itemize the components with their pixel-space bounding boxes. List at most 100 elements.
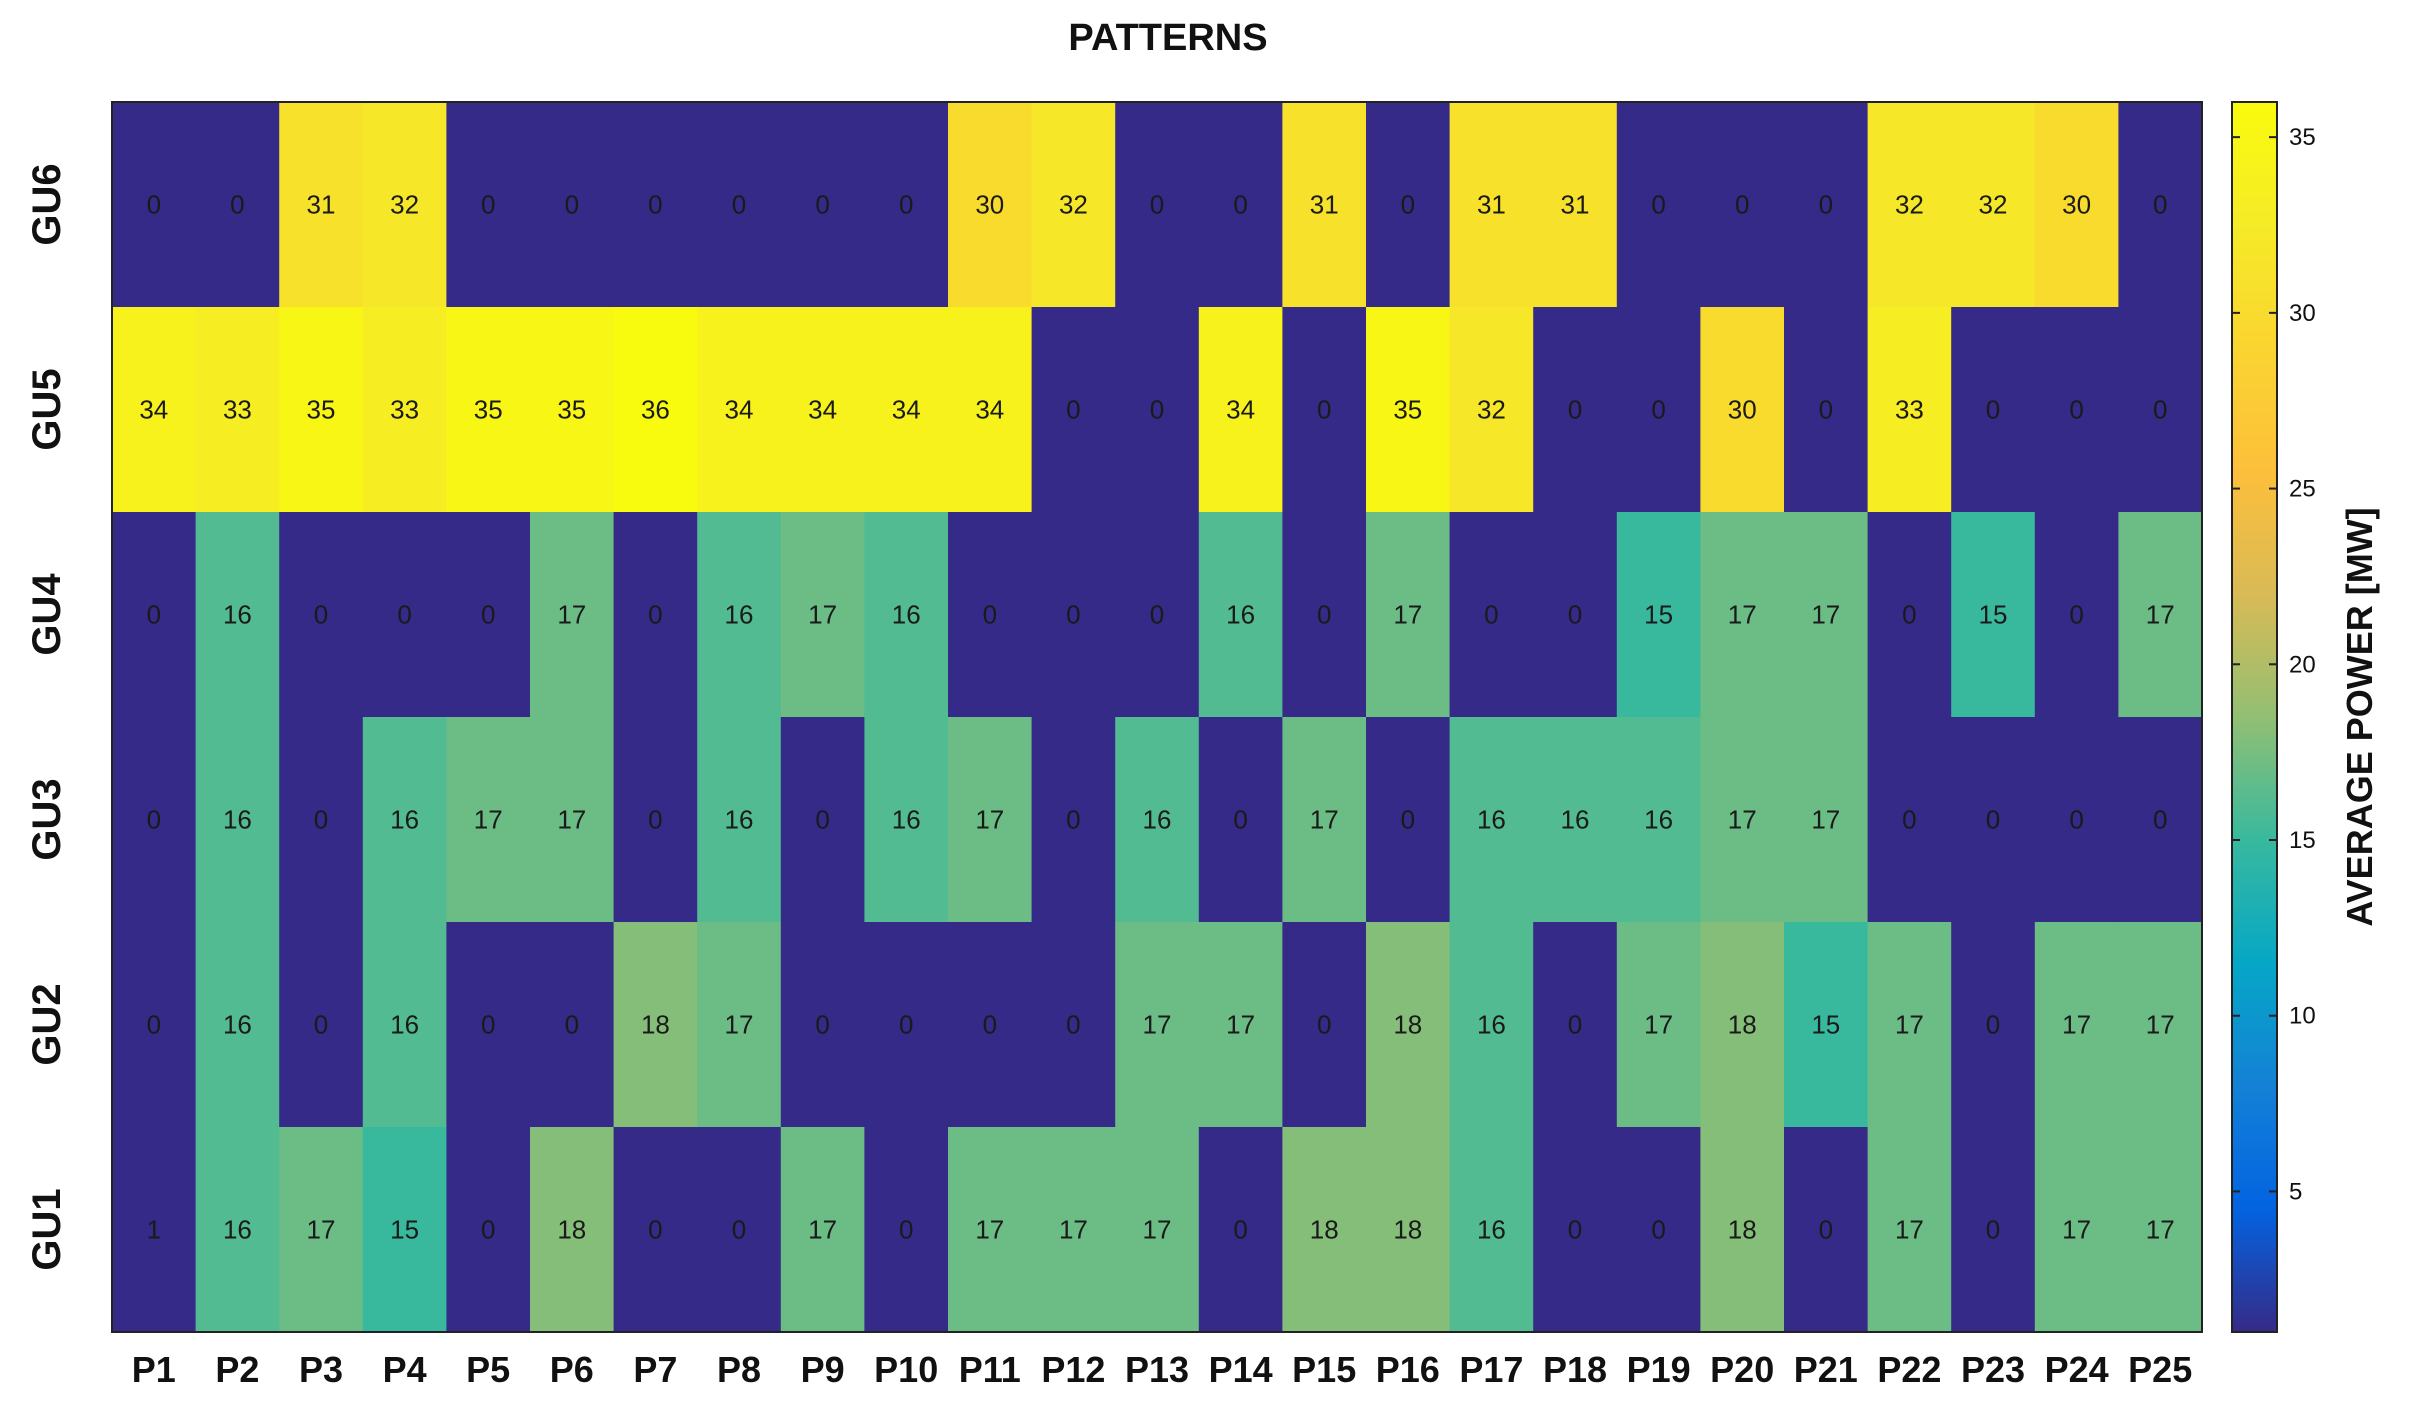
- heatmap-cell: [780, 307, 865, 513]
- y-tick-label: GU2: [25, 983, 69, 1065]
- x-tick-label: P12: [1041, 1349, 1105, 1390]
- cell-value-label: 16: [725, 805, 754, 835]
- x-tick-label: P19: [1627, 1349, 1691, 1390]
- cell-value-label: 0: [2069, 600, 2083, 630]
- heatmap-cell: [864, 717, 949, 923]
- cell-value-label: 0: [1317, 395, 1331, 425]
- heatmap-cell: [1449, 102, 1534, 308]
- heatmap-cell: [1031, 307, 1116, 513]
- heatmap-cell: [2118, 1127, 2203, 1333]
- cell-value-label: 32: [1979, 190, 2008, 220]
- cell-value-label: 0: [2153, 395, 2167, 425]
- heatmap-cell: [279, 307, 364, 513]
- cell-value-label: 0: [2153, 190, 2167, 220]
- heatmap-cell: [1784, 102, 1869, 308]
- heatmap-cell: [1198, 512, 1283, 718]
- cell-value-label: 0: [1986, 1010, 2000, 1040]
- cell-value-label: 35: [557, 395, 586, 425]
- cell-value-label: 17: [1059, 1215, 1088, 1245]
- x-tick-label: P22: [1877, 1349, 1941, 1390]
- heatmap-cell: [697, 512, 782, 718]
- cell-value-label: 18: [1393, 1215, 1422, 1245]
- x-tick-label: P24: [2045, 1349, 2109, 1390]
- heatmap-cell: [1198, 922, 1283, 1128]
- cell-value-label: 0: [314, 1010, 328, 1040]
- cell-value-label: 16: [1143, 805, 1172, 835]
- heatmap-cell: [780, 1127, 865, 1333]
- cell-value-label: 17: [975, 805, 1004, 835]
- cell-value-label: 17: [474, 805, 503, 835]
- cell-value-label: 31: [1310, 190, 1339, 220]
- heatmap-cell: [1282, 512, 1367, 718]
- cell-value-label: 15: [390, 1215, 419, 1245]
- cell-value-label: 0: [1902, 805, 1916, 835]
- x-tick-label: P5: [466, 1349, 510, 1390]
- cell-value-label: 16: [1477, 805, 1506, 835]
- heatmap-cell: [2034, 307, 2119, 513]
- heatmap-cell: [1449, 307, 1534, 513]
- x-tick-label: P13: [1125, 1349, 1189, 1390]
- cell-value-label: 17: [1143, 1215, 1172, 1245]
- heatmap-cell: [1282, 1127, 1367, 1333]
- heatmap-cell: [530, 102, 615, 308]
- heatmap-cell: [530, 922, 615, 1128]
- cell-value-label: 30: [2062, 190, 2091, 220]
- heatmap-cell: [1616, 922, 1701, 1128]
- cell-value-label: 18: [1728, 1010, 1757, 1040]
- cell-value-label: 16: [390, 805, 419, 835]
- cell-value-label: 16: [1226, 600, 1255, 630]
- x-tick-label: P16: [1376, 1349, 1440, 1390]
- cell-value-label: 0: [1401, 190, 1415, 220]
- heatmap-cell: [1449, 717, 1534, 923]
- x-tick-label: P23: [1961, 1349, 2025, 1390]
- cell-value-label: 32: [1059, 190, 1088, 220]
- cell-value-label: 34: [725, 395, 754, 425]
- heatmap-cell: [446, 1127, 531, 1333]
- cell-value-label: 0: [565, 1010, 579, 1040]
- cell-value-label: 18: [1728, 1215, 1757, 1245]
- cell-value-label: 34: [975, 395, 1004, 425]
- heatmap-cell: [2034, 102, 2119, 308]
- heatmap-cell: [1282, 102, 1367, 308]
- colorbar-gradient: [2231, 101, 2278, 1333]
- cell-value-label: 17: [725, 1010, 754, 1040]
- cell-value-label: 15: [1979, 600, 2008, 630]
- heatmap-cell: [1784, 1127, 1869, 1333]
- cell-value-label: 34: [808, 395, 837, 425]
- heatmap-cell: [1198, 717, 1283, 923]
- cell-value-label: 32: [1895, 190, 1924, 220]
- heatmap-cell: [530, 512, 615, 718]
- heatmap-cell: [2118, 922, 2203, 1128]
- cell-value-label: 30: [975, 190, 1004, 220]
- heatmap-cell: [362, 922, 447, 1128]
- cell-value-label: 17: [2146, 1010, 2175, 1040]
- cell-value-label: 17: [1393, 600, 1422, 630]
- heatmap-cell: [1366, 102, 1451, 308]
- heatmap-cell: [948, 717, 1033, 923]
- heatmap-cell: [1867, 922, 1952, 1128]
- x-tick-label: P15: [1292, 1349, 1356, 1390]
- cell-value-label: 35: [307, 395, 336, 425]
- heatmap-cell: [2034, 922, 2119, 1128]
- cell-value-label: 0: [1735, 190, 1749, 220]
- heatmap-cell: [112, 512, 197, 718]
- cell-value-label: 0: [815, 190, 829, 220]
- cell-value-label: 0: [147, 600, 161, 630]
- cell-value-label: 0: [147, 190, 161, 220]
- cell-value-label: 0: [732, 1215, 746, 1245]
- cell-value-label: 17: [1644, 1010, 1673, 1040]
- heatmap-cell: [948, 102, 1033, 308]
- x-tick-label: P4: [383, 1349, 427, 1390]
- heatmap-cell: [112, 102, 197, 308]
- x-tick-label: P2: [215, 1349, 259, 1390]
- heatmap-cell: [2118, 307, 2203, 513]
- heatmap-cell: [1449, 512, 1534, 718]
- cell-value-label: 0: [314, 600, 328, 630]
- heatmap-cell: [1951, 307, 2036, 513]
- cell-value-label: 0: [1819, 1215, 1833, 1245]
- cell-value-label: 0: [1568, 1215, 1582, 1245]
- heatmap-cell: [1951, 102, 2036, 308]
- heatmap-cell: [1533, 922, 1618, 1128]
- cell-value-label: 0: [147, 1010, 161, 1040]
- heatmap-cell: [362, 307, 447, 513]
